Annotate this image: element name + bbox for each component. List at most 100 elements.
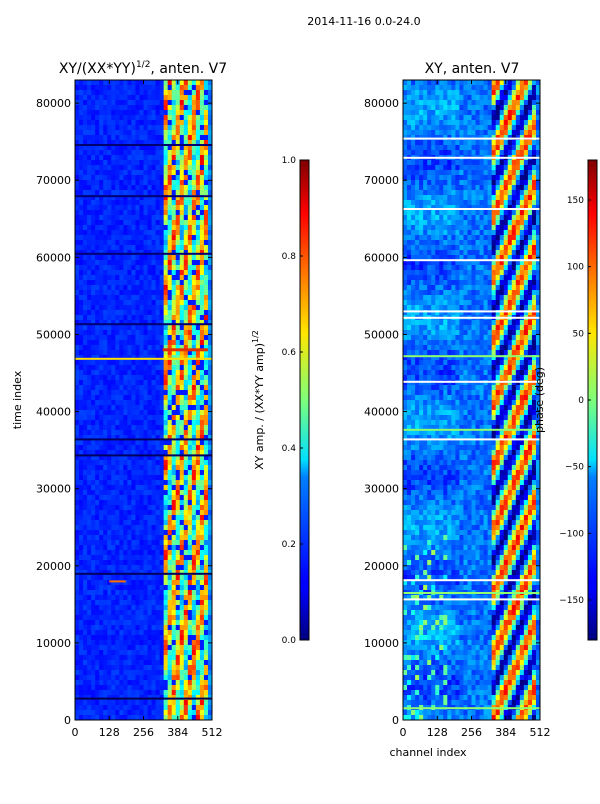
heatmap-cell [139, 525, 143, 530]
heatmap-cell [200, 610, 204, 615]
heatmap-cell [200, 235, 204, 240]
heatmap-cell [131, 350, 135, 355]
heatmap-cell [144, 660, 148, 665]
heatmap-cell [103, 405, 107, 410]
heatmap-cell [160, 445, 164, 450]
heatmap-cell [200, 270, 204, 275]
heatmap-cell [467, 110, 471, 115]
heatmap-cell [139, 405, 143, 410]
heatmap-cell [168, 420, 172, 425]
heatmap-cell [176, 210, 180, 215]
heatmap-cell [99, 390, 103, 395]
heatmap-cell [75, 205, 79, 210]
heatmap-cell [188, 275, 192, 280]
heatmap-cell [144, 560, 148, 565]
heatmap-cell [131, 430, 135, 435]
heatmap-cell [79, 680, 83, 685]
heatmap-cell [99, 170, 103, 175]
heatmap-cell [135, 125, 139, 130]
heatmap-cell [156, 515, 160, 520]
heatmap-cell [180, 180, 184, 185]
heatmap-cell [407, 90, 411, 95]
heatmap-cell [119, 115, 123, 120]
heatmap-cell [184, 705, 188, 710]
heatmap-cell [156, 535, 160, 540]
heatmap-cell [103, 175, 107, 180]
heatmap-cell [87, 530, 91, 535]
heatmap-cell [103, 315, 107, 320]
heatmap-cell [188, 605, 192, 610]
heatmap-cell [91, 600, 95, 605]
heatmap-cell [123, 530, 127, 535]
heatmap-cell [496, 85, 500, 90]
heatmap-cell [139, 690, 143, 695]
heatmap-cell [200, 600, 204, 605]
heatmap-cell [123, 690, 127, 695]
heatmap-cell [196, 490, 200, 495]
heatmap-cell [95, 495, 99, 500]
heatmap-cell [107, 380, 111, 385]
heatmap-cell [75, 660, 79, 665]
heatmap-cell [192, 590, 196, 595]
heatmap-cell [156, 190, 160, 195]
heatmap-cell [168, 550, 172, 555]
heatmap-cell [91, 405, 95, 410]
heatmap-cell [484, 115, 488, 120]
heatmap-cell [79, 440, 83, 445]
heatmap-cell [95, 460, 99, 465]
heatmap-cell [156, 670, 160, 675]
heatmap-cell [99, 180, 103, 185]
heatmap-cell [512, 145, 516, 150]
heatmap-cell [488, 85, 492, 90]
heatmap-cell [156, 210, 160, 215]
heatmap-cell [135, 615, 139, 620]
heatmap-cell [91, 655, 95, 660]
heatmap-cell [200, 275, 204, 280]
heatmap-cell [200, 495, 204, 500]
heatmap-cell [107, 485, 111, 490]
heatmap-cell [172, 525, 176, 530]
heatmap-cell [463, 125, 467, 130]
heatmap-cell [107, 430, 111, 435]
heatmap-cell [164, 260, 168, 265]
heatmap-cell [184, 440, 188, 445]
heatmap-cell [123, 260, 127, 265]
heatmap-cell [111, 340, 115, 345]
heatmap-cell [164, 640, 168, 645]
heatmap-cell [79, 445, 83, 450]
heatmap-cell [119, 690, 123, 695]
heatmap-cell [403, 95, 407, 100]
heatmap-cell [139, 510, 143, 515]
heatmap-cell [135, 595, 139, 600]
heatmap-cell [135, 410, 139, 415]
heatmap-cell [168, 555, 172, 560]
heatmap-cell [200, 710, 204, 715]
heatmap-cell [83, 645, 87, 650]
heatmap-cell [168, 310, 172, 315]
heatmap-cell [99, 265, 103, 270]
heatmap-cell [180, 635, 184, 640]
heatmap-cell [87, 705, 91, 710]
heatmap-cell [160, 230, 164, 235]
heatmap-cell [443, 145, 447, 150]
heatmap-cell [148, 610, 152, 615]
heatmap-cell [111, 585, 115, 590]
heatmap-cell [164, 390, 168, 395]
heatmap-cell [135, 120, 139, 125]
heatmap-cell [164, 685, 168, 690]
heatmap-cell [127, 405, 131, 410]
heatmap-cell [139, 615, 143, 620]
heatmap-cell [139, 380, 143, 385]
heatmap-cell [119, 410, 123, 415]
heatmap-cell [200, 680, 204, 685]
heatmap-cell [172, 405, 176, 410]
heatmap-cell [168, 95, 172, 100]
heatmap-cell [75, 445, 79, 450]
heatmap-cell [200, 410, 204, 415]
heatmap-cell [152, 585, 156, 590]
heatmap-cell [103, 245, 107, 250]
heatmap-cell [79, 235, 83, 240]
heatmap-cell [164, 535, 168, 540]
heatmap-cell [127, 665, 131, 670]
heatmap-cell [156, 185, 160, 190]
